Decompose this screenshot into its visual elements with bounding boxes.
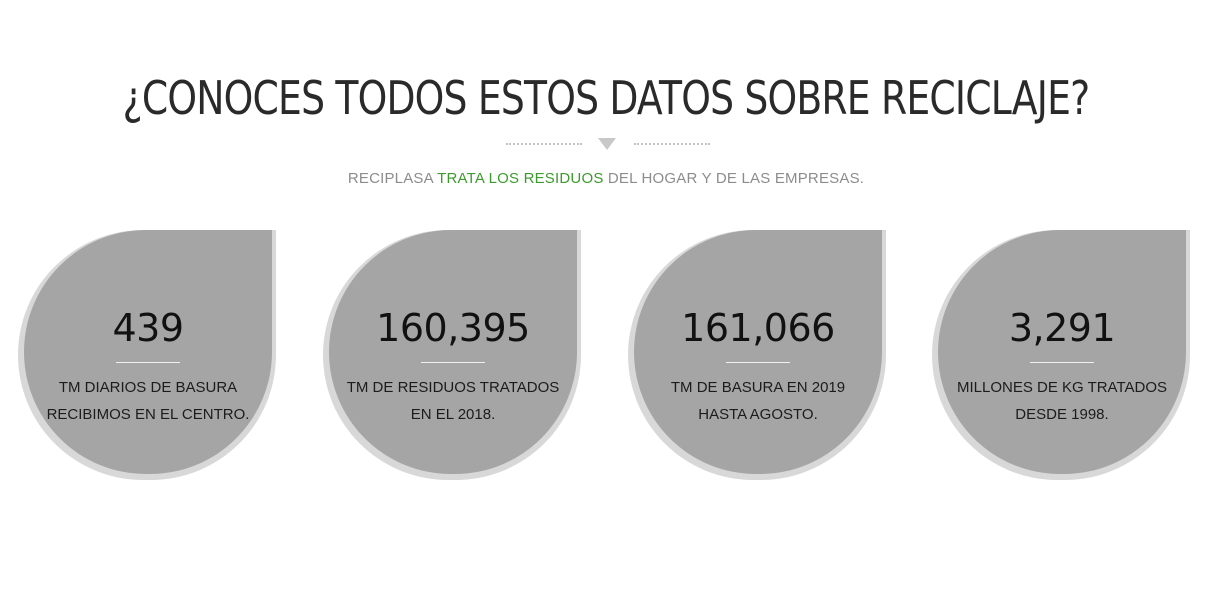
stat-card: 161,066 TM DE BASURA EN 2019 HASTA AGOST… <box>628 230 890 480</box>
stat-blob <box>329 230 577 474</box>
stat-value: 160,395 <box>376 306 530 350</box>
subtitle: RECIPLASA TRATA LOS RESIDUOS DEL HOGAR Y… <box>0 169 1212 189</box>
stat-blob <box>24 230 272 474</box>
stat-rule <box>421 362 485 363</box>
chevron-down-icon <box>598 138 616 150</box>
stat-blob <box>634 230 882 474</box>
stat-label-line2: RECIBIMOS EN EL CENTRO. <box>46 406 250 423</box>
stat-rule <box>1030 362 1094 363</box>
stat-rule <box>116 362 180 363</box>
title-divider <box>0 136 1212 154</box>
divider-dots-left <box>506 143 582 145</box>
page-title: ¿CONOCES TODOS ESTOS DATOS SOBRE RECICLA… <box>122 71 1090 125</box>
stat-label: MILLONES DE KG TRATADOS DESDE 1998. <box>938 374 1186 428</box>
stat-label: TM DIARIOS DE BASURA RECIBIMOS EN EL CEN… <box>24 374 272 428</box>
stat-label: TM DE RESIDUOS TRATADOS EN EL 2018. <box>329 374 577 428</box>
stat-card: 439 TM DIARIOS DE BASURA RECIBIMOS EN EL… <box>18 230 280 480</box>
stat-label-line1: TM DE RESIDUOS TRATADOS <box>346 379 560 396</box>
stat-value: 161,066 <box>681 306 835 350</box>
stat-value: 439 <box>112 306 184 350</box>
stat-label: TM DE BASURA EN 2019 HASTA AGOSTO. <box>634 374 882 428</box>
stat-rule <box>726 362 790 363</box>
stat-blob <box>938 230 1186 474</box>
subtitle-highlight: TRATA LOS RESIDUOS <box>437 170 604 187</box>
stat-value: 3,291 <box>1008 306 1116 350</box>
stats-row: 439 TM DIARIOS DE BASURA RECIBIMOS EN EL… <box>0 230 1212 490</box>
stat-label-line1: TM DIARIOS DE BASURA <box>58 379 238 396</box>
stat-card: 160,395 TM DE RESIDUOS TRATADOS EN EL 20… <box>323 230 585 480</box>
stat-label-line2: DESDE 1998. <box>1015 406 1109 423</box>
stat-label-line1: MILLONES DE KG TRATADOS <box>956 379 1168 396</box>
divider-dots-right <box>634 143 710 145</box>
stat-label-line1: TM DE BASURA EN 2019 <box>670 379 846 396</box>
stat-label-line2: EN EL 2018. <box>410 406 496 423</box>
stat-card: 3,291 MILLONES DE KG TRATADOS DESDE 1998… <box>932 230 1194 480</box>
subtitle-suffix: DEL HOGAR Y DE LAS EMPRESAS. <box>603 170 865 187</box>
stat-label-line2: HASTA AGOSTO. <box>698 406 818 423</box>
subtitle-prefix: RECIPLASA <box>347 170 438 187</box>
